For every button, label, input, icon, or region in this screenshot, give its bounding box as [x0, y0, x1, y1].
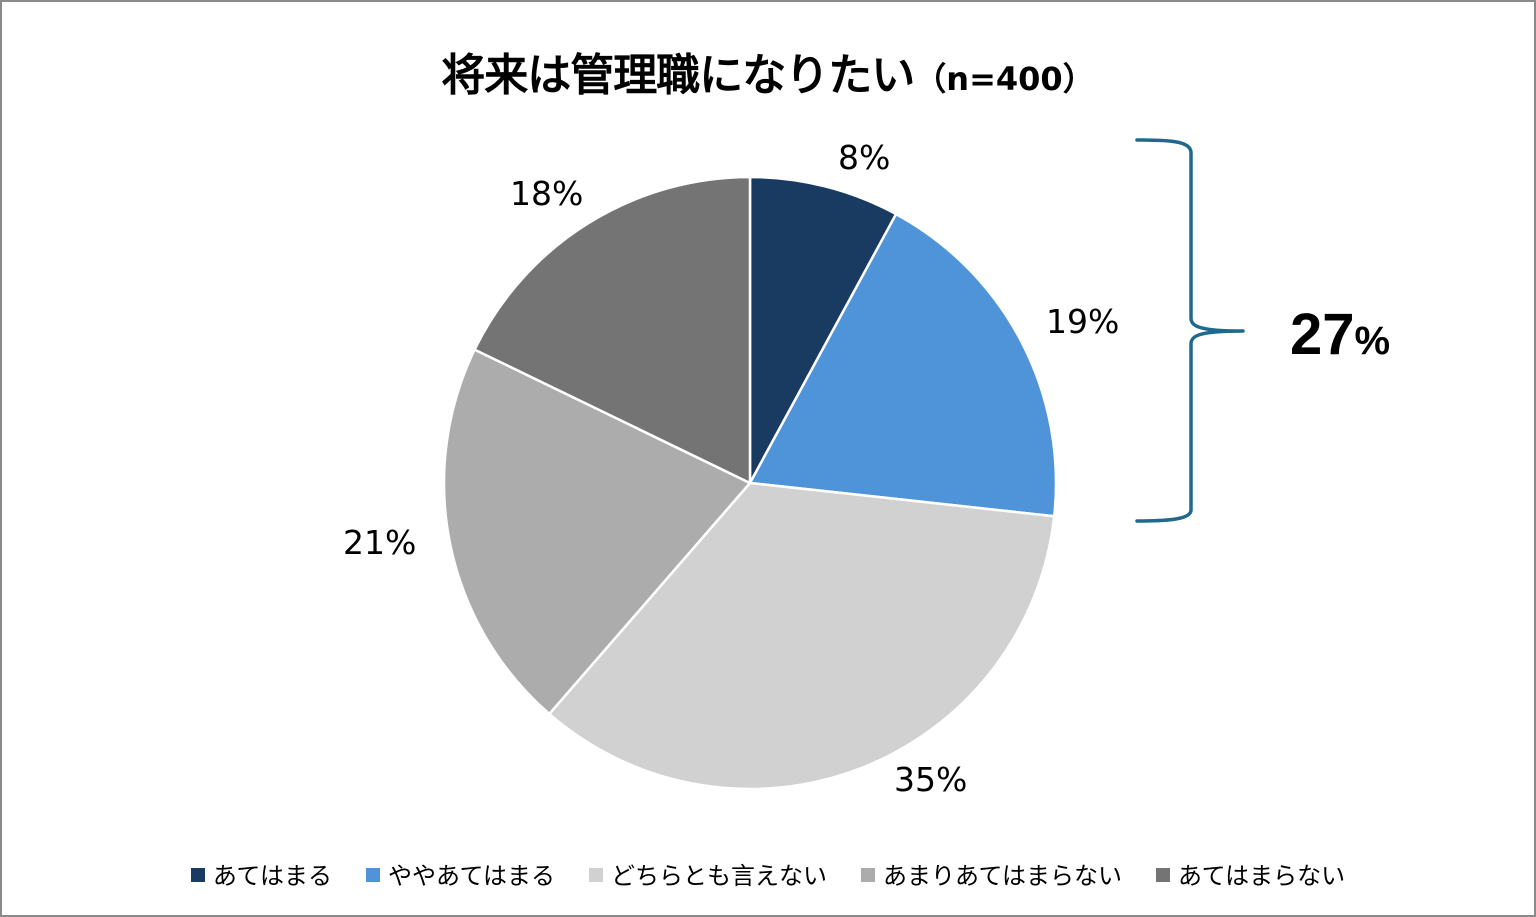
title-main: 将来は管理職になりたい	[441, 50, 915, 101]
total-unit: %	[1354, 319, 1391, 363]
legend-label: どちらとも言えない	[611, 861, 827, 890]
pie-slice-atehamaru	[748, 175, 898, 485]
legend-label: ややあてはまる	[387, 861, 555, 890]
chart-legend: あてはまる ややあてはまる どちらとも言えない あまりあてはまらない あてはまら…	[0, 855, 1536, 891]
legend-item-atehamaru: あてはまる	[190, 856, 332, 891]
legend-label: あてはまる	[212, 861, 332, 890]
combined-total-label: 27%	[1290, 300, 1390, 385]
legend-swatch-icon	[1156, 868, 1171, 882]
title-sample-size: （n=400）	[914, 60, 1095, 98]
legend-swatch-icon	[589, 868, 603, 882]
data-label-atehamaru: 8%	[838, 138, 891, 177]
legend-item-dochiratomo: どちらとも言えない	[589, 856, 827, 891]
chart-title: 将来は管理職になりたい（n=400）	[0, 44, 1536, 111]
brace-annotation	[1135, 138, 1245, 523]
pie-slice-amari-atehamaranai	[442, 348, 752, 716]
legend-item-amari-atehamaranai: あまりあてはまらない	[861, 856, 1122, 891]
legend-item-yaya-atehamaru: ややあてはまる	[365, 856, 555, 891]
pie-slices	[442, 175, 1058, 791]
legend-swatch-icon	[190, 868, 205, 882]
pie-slice-atehamaranai	[473, 175, 752, 485]
data-label-dochiratomo: 35%	[894, 760, 968, 799]
data-label-yaya-atehamaru: 19%	[1046, 302, 1120, 341]
pie-slice-dochiratomo	[548, 481, 1056, 791]
data-label-amari-atehamaranai: 21%	[343, 523, 417, 562]
legend-label: あまりあてはまらない	[883, 861, 1123, 890]
legend-label: あてはまらない	[1178, 861, 1346, 890]
pie-slice-yaya-atehamaru	[748, 212, 1058, 518]
legend-swatch-icon	[365, 868, 380, 882]
legend-swatch-icon	[861, 868, 875, 882]
total-number: 27	[1290, 302, 1355, 367]
legend-item-atehamaranai: あてはまらない	[1156, 856, 1345, 891]
data-label-atehamaranai: 18%	[510, 174, 584, 213]
